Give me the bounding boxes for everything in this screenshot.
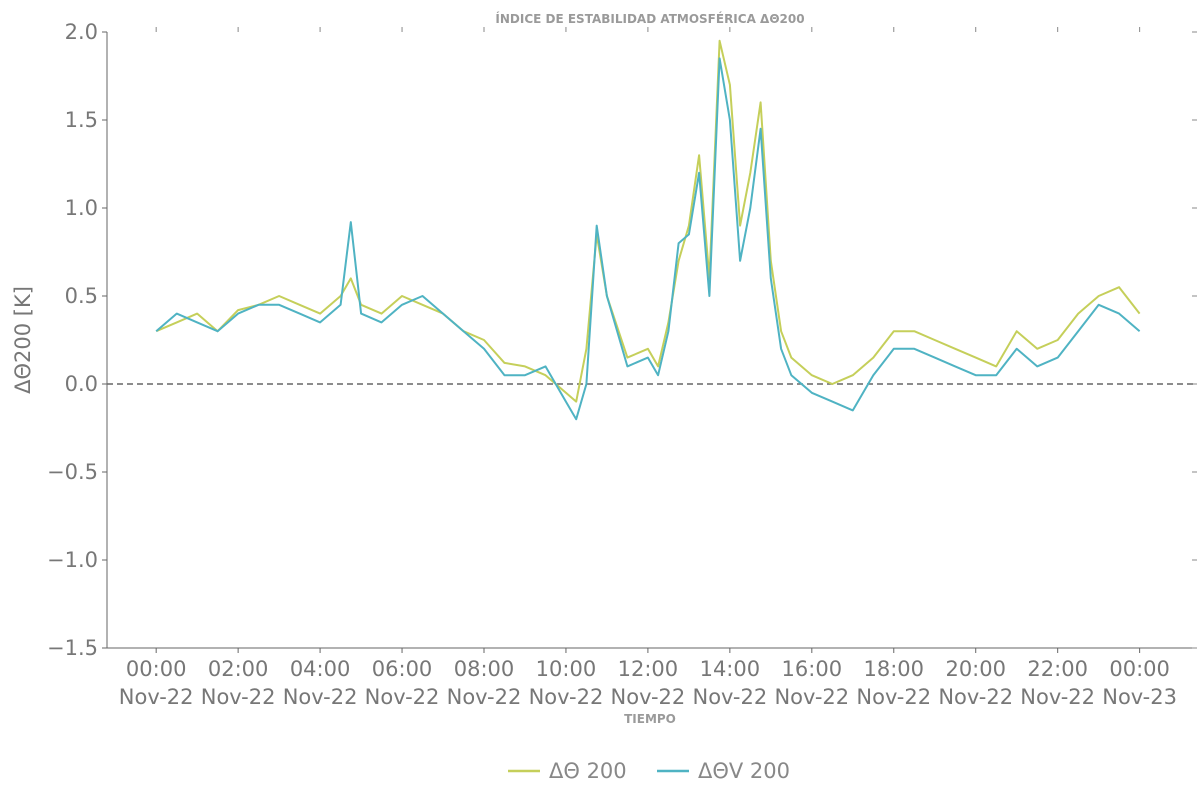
y-tick-label: −1.5: [47, 636, 98, 660]
x-tick-date-label: Nov-22: [611, 685, 686, 709]
x-tick-time-label: 00:00: [1109, 657, 1170, 681]
x-axis-label: TIEMPO: [624, 712, 676, 726]
x-tick-time-label: 12:00: [618, 657, 679, 681]
x-tick-time-label: 20:00: [945, 657, 1006, 681]
y-tick-label: 0.0: [65, 372, 98, 396]
series-line-delta-theta-v: [155, 57, 1141, 421]
x-tick-time-label: 22:00: [1027, 657, 1088, 681]
x-tick-date-label: Nov-22: [856, 685, 931, 709]
x-tick-date-label: Nov-22: [529, 685, 604, 709]
x-tick-date-label: Nov-22: [365, 685, 440, 709]
legend-label-delta-theta: ΔΘ 200: [549, 759, 627, 783]
legend: ΔΘ 200 ΔΘV 200: [508, 759, 790, 783]
x-tick-date-label: Nov-22: [692, 685, 767, 709]
legend-label-delta-theta-v: ΔΘV 200: [698, 759, 790, 783]
series-group: [155, 39, 1141, 421]
series-line-delta-theta: [155, 39, 1141, 403]
y-tick-label: 1.5: [65, 108, 98, 132]
x-tick-time-label: 02:00: [208, 657, 269, 681]
x-tick-time-label: 18:00: [864, 657, 925, 681]
axes: −1.5 −1.0 −0.5 0.0 0.5 1.0 1.5 2.0 00:00 Nov-22 02…: [47, 20, 1197, 709]
y-tick-label: −1.0: [47, 548, 98, 572]
x-tick-date-label: Nov-22: [1020, 685, 1095, 709]
x-tick-time-label: 06:00: [372, 657, 433, 681]
x-tick-time-label: 00:00: [126, 657, 187, 681]
x-tick-date-label: Nov-22: [447, 685, 522, 709]
x-tick-date-label: Nov-22: [283, 685, 358, 709]
y-tick-label: 1.0: [65, 196, 98, 220]
y-tick-label: −0.5: [47, 460, 98, 484]
x-tick-time-label: 10:00: [536, 657, 597, 681]
y-tick-label: 0.5: [65, 284, 98, 308]
x-tick-time-label: 04:00: [290, 657, 351, 681]
y-axis-label: ΔΘ200 [K]: [11, 286, 35, 394]
x-tick-time-label: 08:00: [454, 657, 515, 681]
x-tick-time-label: 14:00: [700, 657, 761, 681]
x-tick-date-label: Nov-22: [774, 685, 849, 709]
x-tick-date-label: Nov-22: [119, 685, 194, 709]
y-tick-label: 2.0: [65, 20, 98, 44]
x-tick-date-label: Nov-22: [938, 685, 1013, 709]
x-tick-date-label: Nov-22: [201, 685, 276, 709]
chart-title: ÍNDICE DE ESTABILIDAD ATMOSFÉRICA ΔΘ200: [495, 11, 804, 26]
x-tick-date-label: Nov-23: [1102, 685, 1177, 709]
x-tick-time-label: 16:00: [782, 657, 843, 681]
